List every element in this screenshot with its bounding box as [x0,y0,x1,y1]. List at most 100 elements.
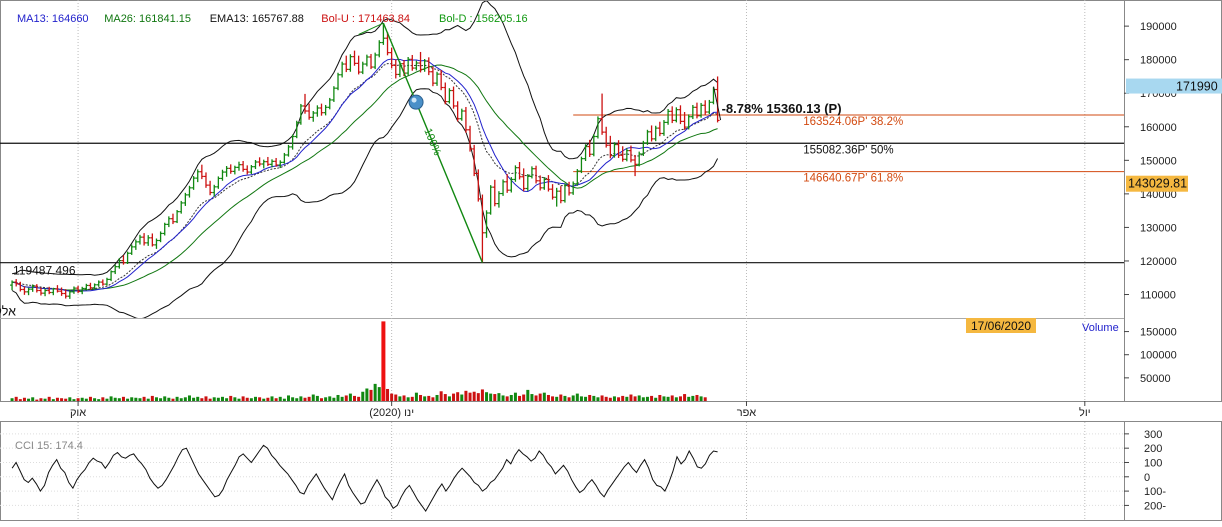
candle [245,165,250,175]
volume-bar [373,383,377,401]
candle [96,280,101,287]
candle [212,184,217,197]
candle [364,54,369,67]
candle [707,99,712,115]
candle [179,200,184,214]
candle [228,164,233,174]
swing-low-label: 119487.496 [13,264,76,278]
volume-bar [291,397,295,401]
candle [195,169,200,183]
volume-bar [526,389,530,401]
y-tick-label: 100- [1144,486,1166,498]
candle [71,286,76,294]
fib-handle [408,94,424,110]
candle [422,59,427,72]
volume-bar [645,396,649,401]
candle [694,102,699,119]
volume-bar [216,397,220,401]
volume-bar [212,397,216,401]
candle [554,187,559,207]
volume-bar [662,396,666,401]
candle [476,169,481,202]
date-badge-label: 17/06/2020 [971,319,1031,333]
candle [595,116,600,139]
volume-bar [699,396,703,401]
candle [546,175,551,192]
projection-label: -8.78% 15360.13 (P) [722,101,842,116]
fib-label: 163524.06P' 38.2% [803,116,903,128]
candle [393,59,398,79]
candle [10,280,15,291]
volume-bar [336,394,340,401]
candle [80,286,85,295]
volume-bar [35,399,39,401]
candle [282,152,287,164]
y-tick-label: 180000 [1140,55,1177,67]
volume-bar [171,398,175,401]
legend-item: EMA13: 165767.88 [210,13,304,25]
candle [22,286,27,295]
volume-bar [629,394,633,401]
volume-label: Volume [1082,322,1119,334]
candle [253,159,258,170]
fib-label: 155082.36P' 50% [803,144,893,156]
volume-bar [559,394,563,401]
candle [26,287,31,296]
candle [633,154,638,177]
volume-bar [608,397,612,401]
date-badge [966,318,1036,333]
candle [146,235,151,246]
volume-bar [641,397,645,401]
volume-bar [575,393,579,401]
cci-label: CCI 15: 174.4 [15,440,83,452]
cci-panel [0,421,1222,521]
volume-bar [183,397,187,401]
volume-bar [406,397,410,401]
volume-bar [225,398,229,401]
volume-bar [625,396,629,401]
candle [352,50,357,66]
y-tick-label: 120000 [1140,256,1177,268]
candle [645,129,650,145]
candle [307,103,312,120]
volume-bar [229,395,233,401]
candle [406,56,411,76]
volume-bar [39,398,43,401]
candle [104,277,109,286]
candle [55,285,60,293]
bollinger-lower [11,88,719,318]
candle [377,40,382,58]
fib-diagonal-start [358,22,384,35]
volume-bar [249,398,253,401]
candle [47,286,52,295]
candle [624,148,629,162]
volume-bar [522,394,526,401]
candle [468,125,473,152]
candle [447,88,452,104]
volume-bar [64,398,68,401]
volume-bar [695,394,699,401]
candle [158,231,163,243]
candle [269,159,274,168]
candle [14,279,19,287]
cci-y-axis: 200- 100- 0 100 200 300 [1124,429,1166,512]
volume-bar [101,397,105,401]
candle [628,145,633,163]
volume-bar [274,398,278,401]
candle [191,176,196,190]
candle [542,177,547,190]
volume-bar [472,391,476,401]
candle [208,180,213,196]
y-tick-label: 0 [1144,472,1150,484]
volume-bar [476,393,480,401]
candle [59,287,64,296]
candle [525,174,530,191]
candle [232,165,237,175]
volume-bar [431,397,435,401]
volume-bar [31,397,35,401]
x-tick-label: ינו (2020) [369,407,414,419]
candle [154,238,159,249]
volume-bar [51,399,55,401]
candle [381,23,386,45]
cci-line [11,444,718,513]
